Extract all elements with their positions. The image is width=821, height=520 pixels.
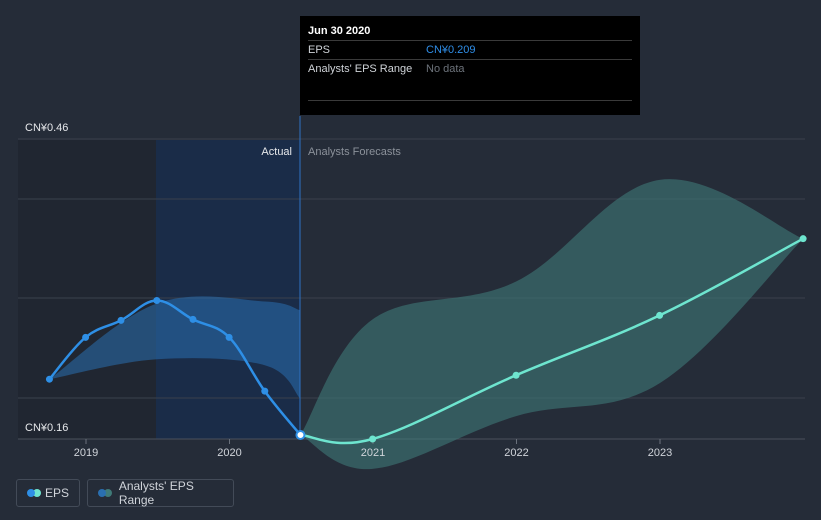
tooltip-eps-row: EPS CN¥0.209 <box>308 40 632 59</box>
past-eps-range-area <box>49 296 301 400</box>
eps-forecast-point[interactable] <box>799 235 807 243</box>
x-tick-label: 2022 <box>504 447 528 459</box>
legend-eps-toggle[interactable]: EPS <box>16 479 80 507</box>
data-points <box>45 235 807 443</box>
eps-point[interactable] <box>261 387 269 395</box>
legend-eps-label: EPS <box>44 486 69 500</box>
past-history-band <box>18 140 156 439</box>
range-swatch-icon <box>98 489 112 497</box>
x-axis: 2019 2020 2021 2022 2023 <box>74 439 672 459</box>
legend-range-label: Analysts' EPS Range <box>118 479 194 507</box>
eps-forecast-point[interactable] <box>512 371 520 379</box>
y-axis-bottom-label: CN¥0.16 <box>25 422 68 434</box>
forecast-eps-range-area <box>300 179 804 470</box>
analysts-forecasts-label: Analysts Forecasts <box>308 146 401 158</box>
eps-point[interactable] <box>153 296 161 304</box>
x-tick-label: 2023 <box>648 447 672 459</box>
eps-point[interactable] <box>225 333 233 341</box>
eps-point[interactable] <box>189 315 197 323</box>
tooltip-range-value: No data <box>426 63 465 75</box>
eps-line <box>48 299 302 436</box>
tooltip-eps-value: CN¥0.209 <box>426 44 476 56</box>
actual-label: Actual <box>261 146 292 158</box>
eps-point[interactable] <box>117 316 125 324</box>
tooltip-range-label: Analysts' EPS Range <box>308 63 413 75</box>
tooltip-date: Jun 30 2020 <box>308 25 371 37</box>
eps-forecast-line <box>300 237 804 445</box>
x-tick-label: 2020 <box>217 447 241 459</box>
y-axis-top-label: CN¥0.46 <box>25 122 68 134</box>
eps-swatch-icon <box>27 489 41 497</box>
x-tick-label: 2019 <box>74 447 98 459</box>
tooltip: Jun 30 2020 EPS CN¥0.209 Analysts' EPS R… <box>300 16 640 115</box>
eps-point[interactable] <box>295 430 306 441</box>
tooltip-range-row: Analysts' EPS Range No data <box>308 59 632 101</box>
eps-point[interactable] <box>45 375 53 383</box>
eps-forecast-point[interactable] <box>369 435 377 443</box>
legend-range-toggle[interactable]: Analysts' EPS Range <box>87 479 234 507</box>
eps-point[interactable] <box>82 333 90 341</box>
tooltip-eps-label: EPS <box>308 44 331 56</box>
eps-forecast-point[interactable] <box>656 311 664 319</box>
x-tick-label: 2021 <box>361 447 385 459</box>
actual-highlight-band <box>156 140 300 439</box>
